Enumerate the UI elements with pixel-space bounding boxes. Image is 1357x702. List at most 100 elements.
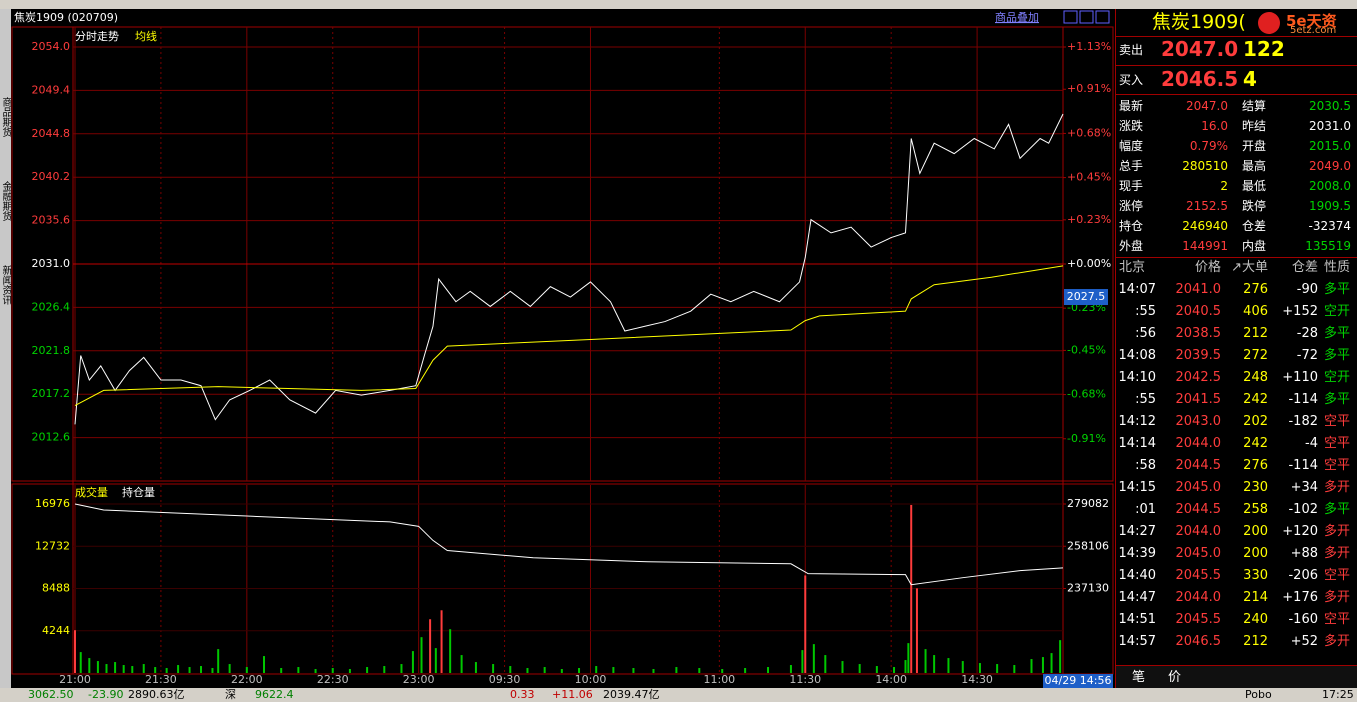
trade-cell: 202 [1243,414,1268,429]
volume-bar [1059,640,1062,673]
trade-cell: 242 [1243,436,1268,451]
y2-tick-label: -0.91% [1067,432,1106,445]
trade-cell: 14:07 [1118,282,1156,297]
trade-cell: 212 [1243,326,1268,341]
volume-bar [924,649,927,673]
trade-cell: 14:14 [1118,436,1156,451]
volume-bar [88,658,91,673]
trade-cell: -90 [1296,282,1318,297]
volume-bar [217,649,220,673]
header-bar [12,9,1114,27]
volume-bar [1013,665,1016,673]
volume-bar [154,667,157,673]
x-tick-label: 21:00 [59,673,91,686]
volume-bar [348,669,351,673]
stat-value: 1909.5 [1309,199,1351,213]
y2-tick-label: -0.68% [1067,388,1106,401]
y-tick-label: 2044.8 [32,127,71,140]
trade-cell: 14:47 [1118,590,1156,605]
trade-cell: 14:57 [1118,634,1156,649]
volume-frame [11,483,1114,675]
logo-site: 5etz.com [1290,25,1337,36]
trade-cell: 2045.5 [1175,612,1222,627]
side-tab: 金融期货 [0,181,11,221]
volume-bar [74,630,76,673]
stat-label: 开盘 [1242,139,1267,153]
stat-value: 2152.5 [1186,199,1228,213]
overlay-button[interactable]: 商品叠加 [995,10,1039,24]
nav-left[interactable] [1063,10,1078,24]
trade-cell: 2045.0 [1175,480,1222,495]
stat-value: 246940 [1182,219,1228,233]
x-tick-label: 21:30 [145,673,177,686]
trade-cell: 14:08 [1118,348,1156,363]
trade-cell: -114 [1288,458,1318,473]
volume-bar [526,668,529,673]
trade-cell: 2041.5 [1175,392,1222,407]
volume-bar [440,610,443,673]
x-tick-label: 22:30 [317,673,349,686]
bid-label: 买入 [1119,73,1144,87]
status-item: 0.33 [510,688,535,701]
trade-cell: 330 [1243,568,1268,583]
stat-label: 最高 [1242,159,1267,173]
stat-value: 135519 [1305,239,1351,253]
trade-cell: 14:39 [1118,546,1156,561]
trade-cell: -4 [1305,436,1318,451]
volume-bar [211,668,214,673]
y-tick-label: 2012.6 [32,431,71,444]
panel-tab[interactable]: 价 [1168,670,1182,685]
volume-bar [907,643,910,673]
nav-max[interactable] [1095,10,1110,24]
volume-bar [578,668,581,673]
volume-bar [947,658,950,673]
stat-value: 144991 [1182,239,1228,253]
volume-bar [105,664,108,673]
volume-bar [331,668,334,673]
trade-cell: 空平 [1324,436,1351,451]
nav-right[interactable] [1079,10,1094,24]
volume-bar [904,660,907,673]
trade-cell: 多开 [1324,524,1351,539]
trade-cell: 多开 [1324,480,1351,495]
volume-bar [460,655,463,673]
trade-cell: 212 [1243,634,1268,649]
trade-cell: 空平 [1324,568,1351,583]
legend-label: 持仓量 [122,485,155,499]
trade-cell: -102 [1288,502,1318,517]
volume-bar [1041,657,1044,673]
stat-label: 现手 [1119,179,1144,193]
trade-cell: 248 [1243,370,1268,385]
trade-cell: 2038.5 [1175,326,1222,341]
chart-area: 焦炭1909 (020709) 商品叠加 21:00 21:30 22:00 22:3… [11,9,1114,688]
trade-cell: 214 [1243,590,1268,605]
trade-cell: 空平 [1324,612,1351,627]
y2-tick-label: 258106 [1067,539,1109,552]
trade-cell: 258 [1243,502,1268,517]
divider [1116,65,1357,66]
logo: 5e天资 5etz.com [1256,10,1357,36]
stat-value: 0.79% [1189,139,1228,153]
status-bar: 3062.50 -23.90 2890.63亿 深 9622.4 0.33 +11.06 20… [0,688,1357,702]
bid-volume: 4 [1243,67,1257,91]
volume-bar [1030,659,1033,673]
volume-bar [910,504,913,673]
trade-cell: 空开 [1324,370,1351,385]
panel-tab[interactable]: 笔 [1132,670,1146,685]
stat-label: 总手 [1119,159,1144,173]
y2-tick-label: +1.13% [1067,40,1111,53]
price-frame [11,26,1114,482]
logo-name: 5e天资 [1286,12,1337,30]
trade-cell: +110 [1282,370,1318,385]
volume-bar [543,667,546,673]
ask-price: 2047.0 [1161,37,1239,61]
y-tick-label: 2031.0 [32,257,71,270]
trade-cell: -28 [1296,326,1318,341]
volume-bar [142,664,145,673]
trade-cell: 200 [1243,546,1268,561]
volume-bar [366,667,369,673]
cursor-time-box [1043,674,1113,688]
volume-bar [131,666,134,673]
volume-bar [961,661,964,673]
price-line [74,113,1064,425]
